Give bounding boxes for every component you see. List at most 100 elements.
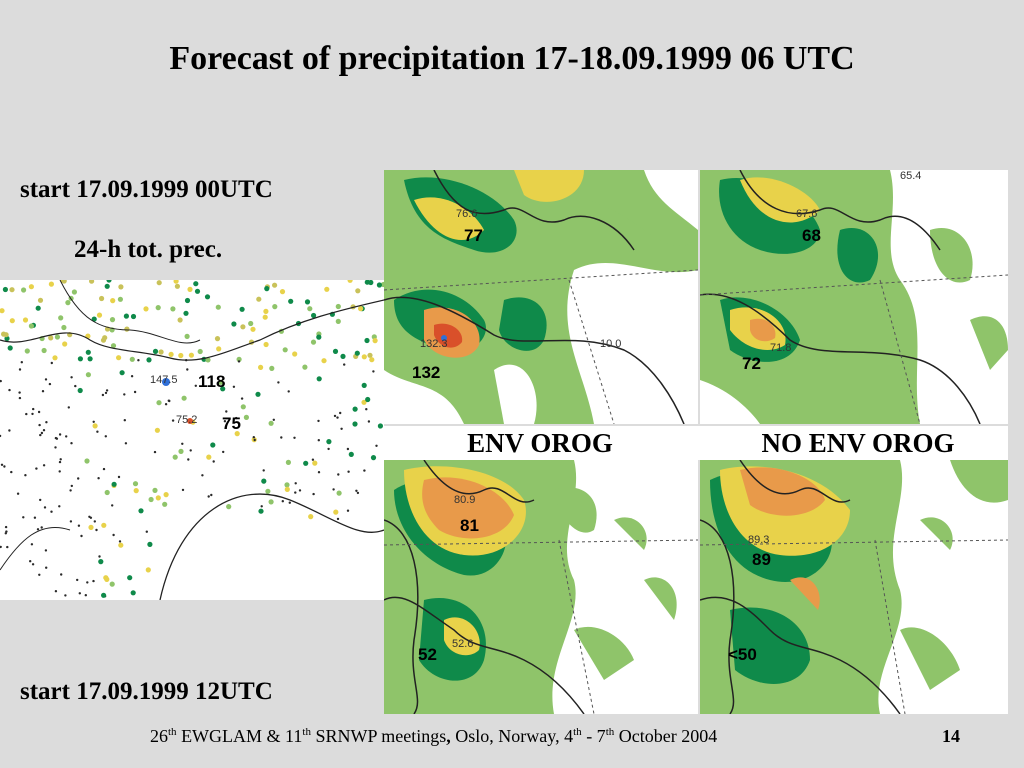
observation-dot bbox=[50, 361, 53, 365]
observation-dot bbox=[268, 499, 274, 505]
observation-dot bbox=[372, 338, 378, 344]
observation-dot bbox=[20, 361, 23, 364]
observation-dot bbox=[31, 563, 35, 566]
observation-dot bbox=[340, 427, 343, 430]
observation-dot bbox=[376, 282, 382, 288]
observation-dot bbox=[104, 435, 108, 438]
observation-dot bbox=[310, 339, 317, 345]
observation-dot bbox=[287, 390, 290, 393]
observation-dot bbox=[361, 399, 367, 405]
observation-dot bbox=[178, 352, 184, 359]
observation-dot bbox=[163, 492, 169, 498]
observation-dot bbox=[206, 454, 212, 460]
observation-dot bbox=[158, 349, 164, 355]
observation-dot bbox=[361, 354, 367, 360]
observation-dot bbox=[258, 364, 264, 370]
observation-dot bbox=[87, 356, 93, 362]
observation-dot bbox=[98, 559, 104, 565]
observation-dot bbox=[250, 326, 256, 332]
panel-north-value: 81 bbox=[460, 516, 479, 535]
observation-dot bbox=[181, 395, 187, 401]
observation-dot bbox=[178, 448, 184, 454]
observation-dot bbox=[155, 495, 161, 501]
observation-dot bbox=[183, 310, 189, 316]
observation-dot bbox=[269, 365, 275, 371]
observation-dot bbox=[294, 491, 297, 494]
observation-dot bbox=[285, 459, 291, 465]
observation-dot bbox=[35, 467, 38, 470]
observation-dot bbox=[38, 573, 41, 576]
observation-dot bbox=[50, 510, 53, 513]
observation-dot bbox=[256, 296, 262, 302]
observation-dot bbox=[346, 447, 350, 451]
observation-dot bbox=[234, 431, 240, 437]
observation-dots bbox=[0, 280, 384, 598]
observation-dot bbox=[41, 347, 47, 354]
observation-dot bbox=[88, 515, 91, 518]
panel-north-value: 68 bbox=[802, 226, 821, 245]
footer-text: 26 bbox=[150, 726, 168, 746]
observation-dot bbox=[347, 280, 353, 283]
observation-dot bbox=[95, 528, 98, 532]
observation-dot bbox=[84, 594, 88, 597]
observation-dot bbox=[101, 522, 107, 528]
observation-dot bbox=[294, 482, 297, 485]
panel-south-small: 132.3 bbox=[420, 338, 448, 350]
observation-dot bbox=[39, 433, 42, 437]
border-line-north bbox=[59, 280, 201, 344]
observation-dot bbox=[59, 458, 62, 461]
observation-dot bbox=[78, 592, 82, 595]
observation-dot bbox=[205, 357, 211, 363]
observation-dot bbox=[45, 421, 48, 424]
observation-dot bbox=[204, 294, 211, 300]
observation-dot bbox=[272, 282, 278, 288]
observation-dot bbox=[336, 490, 342, 496]
observation-dot bbox=[40, 431, 44, 435]
observation-dot bbox=[194, 384, 197, 387]
observation-dot bbox=[117, 296, 123, 302]
observation-dot bbox=[112, 533, 115, 537]
observation-dot bbox=[91, 316, 97, 322]
observation-dot bbox=[54, 590, 58, 593]
observation-dot bbox=[170, 306, 176, 312]
observation-dot bbox=[317, 439, 320, 442]
observation-dot bbox=[28, 284, 34, 290]
observation-dot bbox=[240, 397, 244, 400]
observation-dot bbox=[194, 288, 201, 294]
observation-dot bbox=[99, 295, 105, 302]
observation-map: 147.5 118 75.2 75 bbox=[0, 280, 384, 600]
panel-north-value: 77 bbox=[464, 226, 483, 245]
observation-dot bbox=[355, 288, 361, 294]
observation-dot bbox=[31, 412, 34, 416]
slide-title: Forecast of precipitation 17-18.09.1999 … bbox=[169, 40, 855, 77]
label-strip bbox=[384, 426, 1008, 460]
panel-north-small: 89.3 bbox=[748, 534, 770, 546]
observation-dot bbox=[58, 470, 61, 473]
observation-dot bbox=[168, 399, 171, 403]
observation-dot bbox=[214, 336, 221, 342]
observation-dot bbox=[67, 406, 71, 409]
max-obs-marker bbox=[162, 378, 170, 386]
observation-dot bbox=[197, 348, 203, 355]
observation-dot bbox=[347, 470, 350, 473]
observation-dot bbox=[364, 337, 370, 344]
observation-dot bbox=[4, 532, 8, 535]
footer-text: October 2004 bbox=[614, 726, 718, 746]
observation-dot bbox=[147, 541, 153, 547]
observation-dot bbox=[109, 581, 115, 587]
observation-dot bbox=[105, 389, 109, 392]
observation-dot bbox=[188, 352, 194, 358]
observation-dot bbox=[111, 481, 117, 487]
footer-sup: th bbox=[605, 726, 615, 738]
observation-dot bbox=[100, 337, 107, 343]
observation-dot bbox=[48, 335, 54, 341]
observation-dot bbox=[89, 280, 95, 284]
observation-dot bbox=[252, 436, 255, 439]
observation-dot bbox=[130, 375, 134, 378]
observation-dot bbox=[133, 390, 137, 394]
observation-dot bbox=[332, 488, 335, 491]
observation-dot bbox=[321, 358, 327, 364]
observation-dot bbox=[148, 496, 154, 503]
observation-dot bbox=[367, 420, 371, 423]
observation-dot bbox=[172, 454, 178, 460]
